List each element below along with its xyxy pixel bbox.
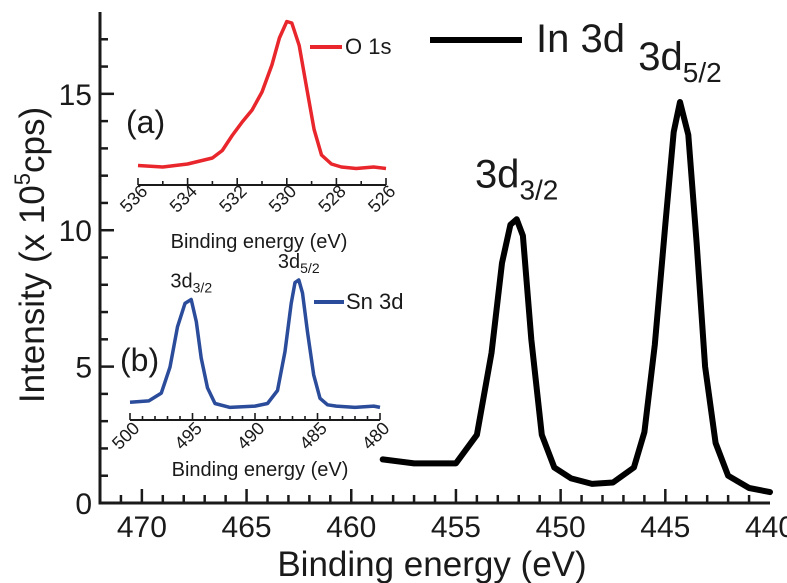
- inset-a-x-axis-label: Binding energy (eV): [171, 231, 348, 253]
- inset-a-tick-label: 530: [265, 181, 300, 216]
- inset-b-tick-label: 485: [296, 418, 331, 453]
- inset-b-tick-label: 495: [171, 418, 206, 453]
- in3d-legend-label: In 3d: [536, 17, 625, 61]
- inset-a-tick-label: 526: [364, 181, 399, 216]
- inset-b-x-ticks: 500 495 490 485 480: [108, 413, 393, 453]
- in3d-series-line: [379, 99, 773, 496]
- main-x-tick-label: 445: [640, 511, 690, 544]
- main-x-tick-label: 455: [431, 511, 481, 544]
- main-peak-labels: 3d3/2 3d5/2: [475, 35, 722, 205]
- inset-a-tick-label: 534: [166, 181, 201, 216]
- inset-a-tick-label: 532: [215, 181, 250, 216]
- main-peak-label: 3d5/2: [638, 35, 721, 88]
- inset-a-panel-label: (a): [126, 104, 165, 140]
- sn3d-legend-label: Sn 3d: [346, 289, 404, 314]
- main-y-axis-label: Intensity (x 105cps): [10, 107, 52, 403]
- main-peak-label: 3d3/2: [475, 152, 558, 205]
- sn3d-series-line: [129, 278, 381, 410]
- inset-b-sn3d: 500 495 490 485 480 3d3/2 3d5/2 (b) Sn 3d Bin…: [108, 251, 403, 481]
- inset-b-x-axis-label: Binding energy (eV): [172, 459, 349, 481]
- main-y-ticks: 0 5 10 15: [59, 38, 114, 521]
- y-label-part-1: Intensity (x 10: [13, 185, 52, 403]
- inset-b-tick-label: 500: [108, 418, 143, 453]
- y-label-superscript: 5: [10, 173, 35, 185]
- main-x-tick-label: 440: [745, 511, 787, 544]
- main-x-tick-label: 465: [222, 511, 272, 544]
- inset-a-tick-label: 528: [314, 181, 349, 216]
- main-y-tick-label: 15: [59, 79, 92, 112]
- main-x-tick-label: 460: [326, 511, 376, 544]
- inset-b-peak-label: 3d3/2: [170, 271, 212, 296]
- main-y-tick-label: 10: [59, 215, 92, 248]
- o1s-series-line: [137, 19, 387, 171]
- inset-a-o1s: 536 534 532 530 528 526 (a) O 1s Binding ener…: [116, 19, 399, 253]
- main-y-tick-label: 0: [75, 488, 92, 521]
- inset-a-x-ticks: 536 534 532 530 528 526: [116, 178, 399, 216]
- inset-b-tick-label: 490: [233, 418, 268, 453]
- main-x-tick-label: 470: [117, 511, 167, 544]
- main-x-ticks: 470 465 460 455 450 445 440: [117, 489, 787, 544]
- inset-b-peak-label: 3d5/2: [278, 251, 320, 276]
- o1s-legend-label: O 1s: [345, 34, 391, 59]
- inset-a-tick-label: 536: [116, 181, 151, 216]
- main-x-tick-label: 450: [536, 511, 586, 544]
- main-y-tick-label: 5: [75, 352, 92, 385]
- main-x-axis-label: Binding energy (eV): [277, 545, 586, 583]
- inset-b-tick-label: 480: [358, 418, 393, 453]
- y-label-part-2: cps): [13, 107, 52, 173]
- inset-b-peak-labels: 3d3/2 3d5/2: [170, 251, 319, 296]
- inset-b-panel-label: (b): [120, 342, 159, 378]
